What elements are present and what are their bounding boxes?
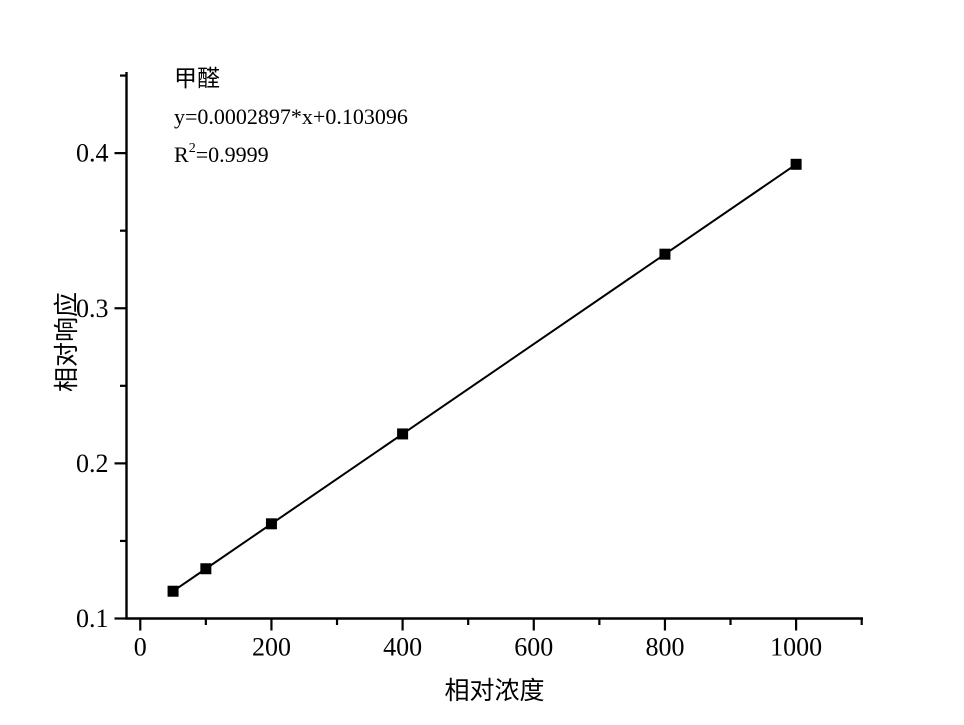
x-tick-label: 600 <box>514 633 553 662</box>
data-point-marker <box>200 563 212 575</box>
y-tick-label: 0.4 <box>76 139 109 168</box>
data-point-marker <box>265 518 277 530</box>
annotation-analyte-name: 甲醛 <box>174 66 220 91</box>
x-axis-title: 相对浓度 <box>444 678 545 705</box>
data-point-marker <box>790 158 802 170</box>
annotation-r-squared: R2=0.9999 <box>174 139 269 167</box>
data-point-marker <box>397 428 409 440</box>
data-point-marker <box>167 585 179 597</box>
y-tick-label: 0.3 <box>76 294 109 323</box>
x-tick-label: 400 <box>383 633 422 662</box>
r-squared-exponent: 2 <box>188 139 196 156</box>
x-tick-label: 200 <box>252 633 291 662</box>
data-point-marker <box>659 248 671 260</box>
x-tick-label: 0 <box>134 633 147 662</box>
annotation-fit-equation: y=0.0002897*x+0.103096 <box>174 104 408 129</box>
x-tick-label: 1000 <box>770 633 822 662</box>
y-tick-label: 0.1 <box>76 604 109 633</box>
y-tick-label: 0.2 <box>76 449 109 478</box>
annotation-block: 甲醛 y=0.0002897*x+0.103096 R2=0.9999 <box>174 60 408 174</box>
x-tick-label: 800 <box>645 633 684 662</box>
y-axis-title: 相对响应 <box>54 291 81 393</box>
